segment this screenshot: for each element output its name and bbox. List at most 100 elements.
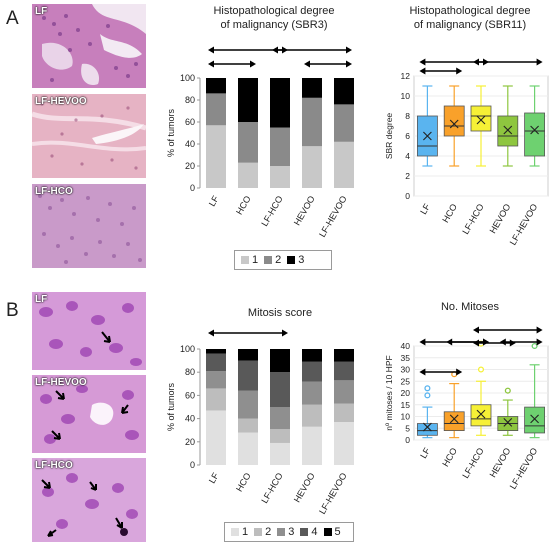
sbr3-bar-hevoo-grade-2	[302, 97, 322, 147]
sbr3-bar-hevoo-grade-1	[302, 146, 322, 188]
sbr11-ytick-label-6: 12	[401, 71, 411, 81]
mitosis-ylabel: % of tumors	[166, 382, 176, 431]
mitosis-bar-lf-hco-grade-3	[270, 407, 290, 430]
legend-b-item-3: 3	[277, 526, 294, 538]
mitosis-bar-hevoo-grade-2	[302, 404, 322, 427]
sbr11-lf-hco-mean-marker	[476, 115, 486, 125]
mitoses-ytick-label-4: 20	[401, 388, 411, 398]
mitoses-hevoo-outlier-0	[504, 387, 511, 394]
mitoses-comparison-2-head-left	[446, 338, 453, 346]
mitosis-comparison-0-head-right	[282, 329, 288, 337]
sbr11-xtick-label-0: LF	[418, 202, 432, 217]
sbr11-lf-hevoo-mean-marker	[530, 125, 539, 135]
micrograph-a-lf-picture	[32, 4, 146, 88]
sbr11-ytick-label-1: 2	[405, 171, 410, 181]
sbr3-ylabel: % of tumors	[166, 108, 176, 157]
mitosis-bar-lf-hco-grade-4	[270, 372, 290, 407]
sbr3-comparison-1	[272, 46, 352, 54]
micrograph-a-lf-hevoo-label: LF-HEVOO	[35, 96, 87, 107]
chart-a2-title: Histopathological degree of malignancy (…	[390, 4, 550, 32]
sbr11-lf-hevoo-box	[524, 112, 545, 157]
sbr3-xtick-label-3: HEVOO	[292, 194, 317, 227]
mitoses-xtick-label-4: LF-HEVOO	[508, 446, 540, 491]
sbr3-bar-hco-grade-1	[238, 162, 258, 188]
mitosis-xtick-label-2: LF-HCO	[259, 471, 284, 505]
mitosis-bar-lf-hco-grade-5	[270, 349, 290, 373]
sbr3-ytick-label-0: 0	[190, 183, 195, 193]
legend-b-label-2: 2	[265, 526, 272, 538]
mitoses-comparison-5-head-left	[499, 338, 506, 346]
legend-a-swatch-2	[264, 256, 273, 264]
micrograph-b-lf-picture	[32, 292, 146, 370]
mitoses-hevoo-mean-marker	[503, 417, 513, 427]
mitosis-ytick-label-0: 0	[190, 460, 195, 470]
sbr3-comparison-2-head-left	[208, 60, 214, 68]
sbr11-comparison-0	[419, 67, 463, 75]
micrograph-a-lf-hco: LF-HCO	[32, 184, 146, 268]
legend-b-swatch-5	[323, 528, 332, 536]
sbr11-comparison-2	[473, 58, 543, 66]
legend-b-item-4: 4	[300, 526, 318, 538]
sbr3-comparison-3-head-right	[346, 60, 352, 68]
micrograph-a-lf-hevoo-picture	[32, 94, 146, 178]
mitoses-xtick-label-1: HCO	[440, 446, 459, 468]
mitosis-bar-hevoo-grade-3	[302, 381, 322, 405]
panel-letter-b: B	[6, 300, 19, 321]
mitoses-comparison-2	[446, 338, 489, 346]
sbr3-comparison-2-head-right	[250, 60, 256, 68]
sbr3-comparison-2	[208, 60, 256, 68]
legend-b-item-2: 2	[254, 526, 271, 538]
chart-a2-title-line1: Histopathological degree	[409, 5, 531, 17]
legend-a-label-2: 2	[275, 254, 282, 266]
mitoses-xtick-label-3: HEVOO	[488, 446, 513, 479]
sbr3-bar-lf-hco-grade-1	[270, 166, 290, 188]
mitoses-comparison-5-head-right	[536, 338, 543, 346]
mitosis-ytick-label-2: 40	[185, 414, 195, 424]
panel-letter-a: A	[6, 8, 19, 29]
legend-b-swatch-3	[277, 528, 286, 536]
sbr3-xtick-label-4: LF-HEVOO	[317, 194, 349, 239]
mitoses-ytick-label-0: 0	[405, 435, 410, 445]
mitoses-lf-hevoo-outlier-0	[531, 342, 538, 350]
mitoses-lf-hco-box	[470, 404, 492, 427]
legend-a-item-1: 1	[241, 254, 258, 266]
mitoses-lf-hco-mean-marker	[476, 409, 486, 419]
mitoses-lf-outlier-0	[424, 392, 431, 399]
legend-a-swatch-1	[241, 256, 249, 264]
mitoses-comparison-4	[473, 326, 543, 334]
legend-a-label-3: 3	[298, 254, 305, 266]
sbr11-xtick-label-3: HEVOO	[488, 202, 513, 235]
mitoses-comparison-3-head-left	[473, 339, 479, 347]
sbr3-bar-lf-grade-2	[206, 93, 226, 126]
sbr3-bar-hco-grade-3	[238, 78, 258, 122]
mitosis-bar-hco-grade-2	[238, 418, 258, 433]
mitosis-bar-hco-grade-5	[238, 349, 258, 361]
mitosis-bar-lf-hevoo-grade-5	[334, 349, 354, 362]
legend-a-swatch-3	[287, 256, 296, 264]
chart-a1-title-line1: Histopathological degree	[213, 5, 335, 17]
sbr11-ytick-label-2: 4	[405, 151, 410, 161]
sbr11-hco-box	[443, 105, 465, 137]
sbr3-bar-lf-hevoo-grade-3	[334, 78, 354, 105]
sbr3-ytick-label-2: 40	[185, 139, 195, 149]
sbr11-xtick-label-1: HCO	[440, 202, 459, 224]
sbr3-bar-hevoo-grade-3	[302, 78, 322, 98]
mitoses-comparison-0-head-right	[456, 368, 463, 376]
mitoses-comparison-4-head-left	[473, 326, 479, 334]
mitosis-bar-lf-hevoo-grade-4	[334, 361, 354, 381]
mitoses-ytick-label-8: 40	[401, 341, 411, 351]
micrograph-b-lf-hco: LF-HCO	[32, 458, 146, 542]
mitosis-bar-hco-grade-3	[238, 390, 258, 419]
mitoses-comparison-5	[499, 338, 543, 346]
mitoses-comparison-4-head-right	[536, 326, 543, 334]
legend-b-swatch-1	[231, 528, 239, 536]
chart-b2-title-line1: No. Mitoses	[440, 301, 500, 313]
mitoses-ytick-label-6: 30	[401, 365, 411, 375]
legend-b-item-1: 1	[231, 526, 248, 538]
sbr3-ytick-label-4: 80	[185, 95, 195, 105]
sbr11-ytick-label-4: 8	[405, 111, 410, 121]
mitoses-comparison-0-head-left	[419, 368, 426, 376]
mitosis-ytick-label-4: 80	[185, 367, 195, 377]
mitosis-comparison-0	[208, 329, 288, 337]
mitosis-bar-lf-hevoo-grade-3	[334, 380, 354, 404]
